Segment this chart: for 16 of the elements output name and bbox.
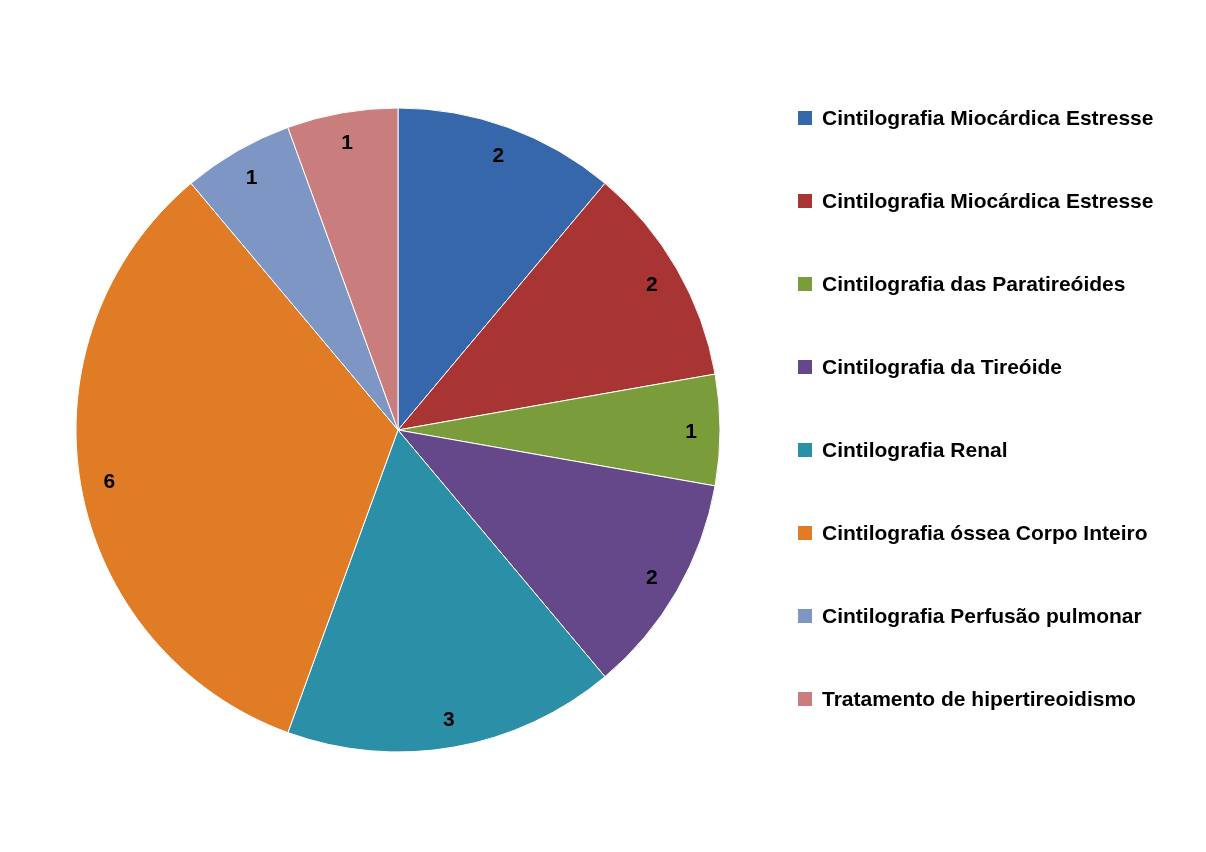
legend-label: Cintilografia Miocárdica Estresse (822, 188, 1155, 214)
legend-label: Cintilografia da Tireóide (822, 354, 1063, 380)
data-label: 1 (341, 129, 354, 153)
data-label: 1 (245, 164, 258, 188)
legend-label: Cintilografia Perfusão pulmonar (822, 603, 1143, 629)
data-label: 2 (492, 143, 505, 167)
data-label: 2 (645, 271, 658, 295)
data-label: 3 (443, 707, 455, 731)
legend-label: Tratamento de hipertireoidismo (822, 686, 1137, 712)
legend-label: Cintilografia Miocárdica Estresse (822, 105, 1155, 131)
legend-label: Cintilografia Renal (822, 437, 1009, 463)
legend-label: Cintilografia das Paratireóides (822, 271, 1127, 297)
data-label: 1 (685, 418, 698, 442)
data-label: 2 (645, 565, 658, 589)
data-label: 6 (103, 469, 116, 493)
legend-label: Cintilografia óssea Corpo Inteiro (822, 520, 1149, 546)
